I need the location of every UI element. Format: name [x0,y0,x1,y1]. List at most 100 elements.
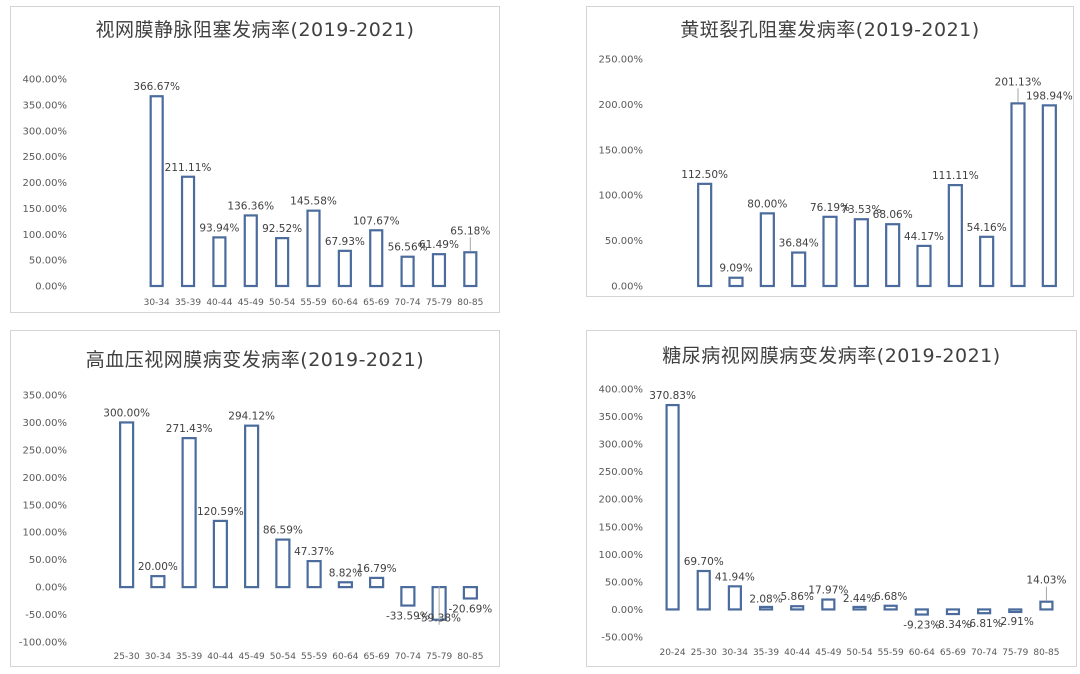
x-tick-label: 80-85 [1033,648,1059,658]
bar [727,585,742,611]
bar [149,95,164,288]
data-label: 69.70% [684,556,724,568]
data-label: 65.18% [450,225,490,237]
y-tick-label: -100.00% [19,638,67,649]
bar [212,236,227,288]
x-tick-label: 75-79 [426,652,452,662]
data-label: -2.91% [997,616,1034,628]
data-label: 80.00% [747,198,787,210]
bar [1041,104,1057,288]
chart-svg: 0.00% 50.00% 100.00% 150.00% 200.00% 250.00% 2… [599,55,1073,293]
y-tick-label: 300.00% [23,418,68,429]
data-label: 56.56% [388,242,428,254]
data-label: 92.52% [262,223,302,235]
data-label: 8.82% [329,567,362,579]
bar [885,223,901,288]
bar [463,251,478,288]
data-label: 120.59% [197,506,244,518]
x-tick-label: 70-74 [971,648,997,658]
bar [180,175,196,288]
x-tick-label: 65-69 [940,648,966,658]
chart-title: 黄斑裂孔阻塞发病率(2019-2021) [680,19,980,41]
x-tick-label: 70-74 [395,652,421,662]
y-tick-label: 300.00% [599,440,644,451]
data-label: 300.00% [103,407,150,419]
chart-svg: -50.00% 0.00% 50.00% 100.00% 150.00% 200.00% 2… [599,385,1067,659]
bar [696,569,711,611]
chart-svg: 0.00% 50.00% 100.00% 150.00% 200.00% 250.00% 3… [23,75,491,309]
y-tick-label: 250.00% [599,467,644,478]
x-tick-label: 55-59 [300,298,326,308]
data-label: 54.16% [967,222,1007,234]
data-label: 366.67% [133,81,180,93]
bar [244,424,260,589]
bar [1010,102,1026,288]
y-tick-label: 400.00% [23,75,68,86]
y-tick-label: 350.00% [23,391,68,402]
x-tick-label: 60-64 [332,298,358,308]
data-label: 111.11% [932,170,979,182]
bar [945,608,961,616]
data-label: 86.59% [263,525,303,537]
y-tick-label: 100.00% [23,230,68,241]
data-label: 136.36% [227,200,274,212]
bar [306,560,322,589]
y-tick-label: 50.00% [29,256,67,267]
data-label: 9.09% [719,263,752,275]
x-tick-label: 30-34 [145,652,171,662]
bar [400,255,415,288]
y-tick-label: 100.00% [599,191,644,202]
bar [853,218,869,288]
data-label: 17.97% [808,585,848,597]
y-tick-label: 50.00% [605,236,643,247]
x-tick-label: 80-85 [457,652,483,662]
bar [916,244,932,288]
data-label: 112.50% [681,169,728,181]
bar [1039,600,1054,611]
data-label: 68.06% [873,209,913,221]
data-label: 6.68% [874,591,907,603]
x-tick-label: 30-34 [722,648,748,658]
y-tick-label: -50.00% [601,633,643,644]
x-tick-label: 80-85 [457,298,483,308]
data-label: -6.81% [966,618,1003,630]
y-tick-label: 0.00% [35,282,67,293]
data-label: 211.11% [165,162,212,174]
data-label: 294.12% [228,411,275,423]
y-tick-label: 200.00% [599,495,644,506]
bar [759,212,775,288]
data-label: 145.58% [290,196,337,208]
bar [243,214,258,288]
y-tick-label: 0.00% [35,583,67,594]
bar [697,182,713,288]
y-tick-label: 250.00% [23,445,68,456]
y-tick-label: 200.00% [23,178,68,189]
y-tick-label: 100.00% [23,528,68,539]
bar [181,437,197,589]
chart-title: 视网膜静脉阻塞发病率(2019-2021) [95,19,415,41]
x-tick-label: 40-44 [207,652,233,662]
data-label: 47.37% [294,546,334,558]
y-tick-label: 200.00% [599,100,644,111]
y-tick-label: 250.00% [599,55,644,66]
chart-title: 糖尿病视网膜病变发病率(2019-2021) [662,345,1001,367]
x-tick-label: 40-44 [206,298,232,308]
data-label: -59.38% [417,613,461,625]
bar [337,249,352,288]
x-tick-label: 65-69 [364,652,390,662]
data-label: 67.93% [325,236,365,248]
bar [947,184,963,288]
bar [306,209,321,288]
chart-title: 高血压视网膜病变发病率(2019-2021) [85,349,425,371]
bar [977,608,992,615]
x-tick-label: 50-54 [269,298,295,308]
data-label: 73.53% [841,204,881,216]
x-tick-label: 55-59 [878,648,904,658]
bar [337,581,353,589]
bar [883,604,898,611]
data-label: 271.43% [166,423,213,435]
data-label: 93.94% [199,222,239,234]
data-label: 107.67% [353,215,400,227]
bar [462,586,478,600]
y-tick-label: 200.00% [23,473,68,484]
